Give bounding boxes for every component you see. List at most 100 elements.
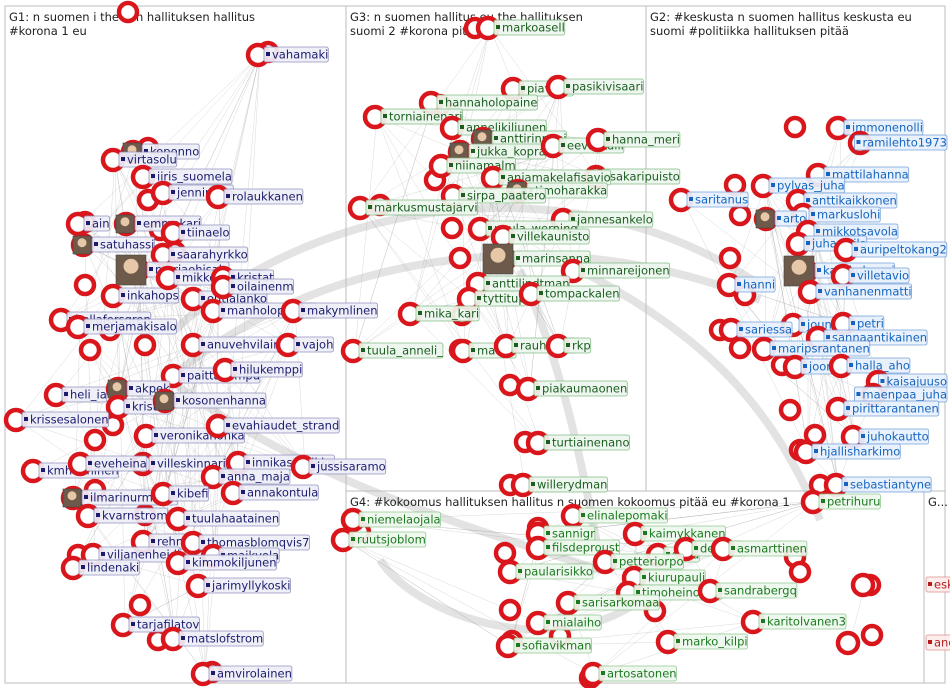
node-tiinaelo[interactable]: tiinaelo <box>160 220 230 246</box>
node-ramilehto1973[interactable]: ramilehto1973 <box>847 130 948 156</box>
node-hanna_meri[interactable]: hanna_meri <box>585 127 681 153</box>
node-willerydman[interactable]: willerydman <box>510 472 608 498</box>
node-hilukemppi[interactable]: hilukemppi <box>212 357 303 383</box>
group-title-g5: G... <box>928 495 948 509</box>
node-tuulahaatainen[interactable]: tuulahaatainen <box>165 506 280 532</box>
node-label: makymlinen <box>307 304 378 318</box>
node-maripsrantanen[interactable]: maripsrantanen <box>751 336 871 362</box>
node-minnareijonen[interactable]: minnareijonen <box>560 258 671 284</box>
node-saritanus[interactable]: saritanus <box>668 187 749 213</box>
node-pirittarantanen[interactable]: pirittarantanen <box>825 396 940 422</box>
node-marker <box>521 86 525 90</box>
node-amvirolainen[interactable]: amvirolainen <box>190 661 293 687</box>
node-elinalepomaki[interactable]: elinalepomaki <box>560 503 668 529</box>
node-anuvehvilainen[interactable]: anuvehvilainen <box>180 332 296 358</box>
node-tyttitup[interactable]: tyttitup <box>456 286 527 312</box>
node-villekaunisto[interactable]: villekaunisto <box>490 224 590 250</box>
node-marker <box>181 230 185 234</box>
node-kibefi[interactable]: kibefi <box>150 481 209 507</box>
node-auripeltokang2[interactable]: auripeltokang2 <box>833 237 948 263</box>
node-karitolvanen3[interactable]: karitolvanen3 <box>740 609 847 635</box>
node-tuula_anneli_[interactable]: tuula_anneli_ <box>340 338 444 364</box>
node-mialaiho[interactable]: mialaiho <box>525 610 602 636</box>
node-hjallisharkimo[interactable]: hjallisharkimo <box>793 439 901 465</box>
node-akpek[interactable]: akpek <box>105 376 171 402</box>
node-pylvas_juha[interactable]: pylvas_juha <box>750 173 846 199</box>
node-vanhanenmatti[interactable]: vanhanenmatti <box>797 279 912 305</box>
node-label-box <box>493 19 566 36</box>
node-lindenaki[interactable]: lindenaki <box>60 555 140 581</box>
node-anttirinnepj[interactable]: anttirinnepj <box>470 126 568 152</box>
node-halla_aho[interactable]: halla_aho <box>828 353 911 379</box>
node-petteriorpo[interactable]: petteriorpo <box>592 549 684 575</box>
node-eskokivira[interactable]: eskokivira <box>850 572 950 598</box>
node-rolaukkanen[interactable]: rolaukkanen <box>205 184 304 210</box>
node-mika_kari[interactable]: mika_kari <box>397 301 480 327</box>
node-immonenolli[interactable]: immonenolli <box>825 115 924 141</box>
node-heli_ia[interactable]: heli_ia <box>43 382 108 408</box>
node-arto[interactable]: arto <box>753 206 807 232</box>
node-ain[interactable]: ain <box>65 211 110 237</box>
node-jarimyllykoski[interactable]: jarimyllykoski <box>185 573 291 599</box>
node-markusmustajarvi[interactable]: markusmustajarvi <box>347 195 478 221</box>
node-villetavio[interactable]: villetavio <box>830 263 910 289</box>
node-piakaumaonen[interactable]: piakaumaonen <box>515 376 628 402</box>
node-kosonenhanna[interactable]: kosonenhanna <box>152 388 267 414</box>
node-eveheina[interactable]: eveheina <box>67 451 148 477</box>
node-kvarnstrom[interactable]: kvarnstrom <box>75 503 168 529</box>
node-merjamakisalo[interactable]: merjamakisalo <box>65 314 178 340</box>
node-kaimykkanen[interactable]: kaimykkanen <box>622 521 726 547</box>
node-krissesalonen[interactable]: krissesalonen <box>3 407 109 433</box>
node-marker <box>296 342 300 346</box>
node-markoasell[interactable]: markoasell <box>475 15 566 41</box>
node-virtasolu[interactable]: virtasolu <box>100 147 178 173</box>
node-sofiavikman[interactable]: sofiavikman <box>495 633 592 659</box>
node-anna_maja[interactable]: anna_maja <box>200 464 291 490</box>
node-petri[interactable]: petri <box>830 311 885 337</box>
node-marker <box>501 175 505 179</box>
node-sandrabergq[interactable]: sandrabergq <box>697 578 798 604</box>
node-annakontula[interactable]: annakontula <box>220 480 319 506</box>
node-sebastiantyne[interactable]: sebastiantyne <box>823 472 932 498</box>
node-tompackalen[interactable]: tompackalen <box>518 281 620 307</box>
node-paularisikko[interactable]: paularisikko <box>497 559 594 585</box>
node-ruutsjoblom[interactable]: ruutsjoblom <box>330 527 427 553</box>
node-hanni[interactable]: hanni <box>716 272 776 298</box>
node-pasikivisaari[interactable]: pasikivisaari <box>545 74 644 100</box>
node-sariessa[interactable]: sariessa <box>718 317 793 343</box>
node-anjamakelafisavio[interactable]: anjamakelafisavio <box>480 165 612 191</box>
node-iiris_suomela[interactable]: iiris_suomela <box>130 164 233 190</box>
node-niemelaojala[interactable]: niemelaojala <box>340 507 442 533</box>
node-jussisaramo[interactable]: jussisaramo <box>290 454 387 480</box>
node-inkahops[interactable]: inkahops <box>100 283 180 309</box>
node-ring <box>835 630 861 656</box>
node-torniainenari[interactable]: torniainenari <box>362 104 463 130</box>
node-jukka_kopra[interactable]: jukka_kopra <box>447 139 547 165</box>
node-label: sakaripuisto <box>610 170 680 184</box>
node-thomasblomqvis7[interactable]: thomasblomqvis7 <box>180 530 310 556</box>
node-vajoh[interactable]: vajoh <box>275 332 334 358</box>
node-marker <box>739 327 743 331</box>
node-turtiainenano[interactable]: turtiainenano <box>525 430 630 456</box>
node-asmarttinen[interactable]: asmarttinen <box>710 536 808 562</box>
node-sannigr[interactable]: sannigr <box>525 521 596 547</box>
node-vahamaki[interactable]: vahamaki <box>245 42 329 68</box>
node-petrihuru[interactable]: petrihuru <box>800 489 881 515</box>
node-tarjafilatov[interactable]: tarjafilatov <box>110 612 200 638</box>
node-kimmokiljunen[interactable]: kimmokiljunen <box>165 550 277 576</box>
node-matslofstrom[interactable]: matslofstrom <box>160 626 264 652</box>
node-sarisarkomaa[interactable]: sarisarkomaa <box>555 590 660 616</box>
node-andersnorrback[interactable]: andersnorrback <box>835 630 950 656</box>
node-rkp[interactable]: rkp <box>545 333 592 359</box>
node-kiurupauli[interactable]: kiurupauli <box>621 565 706 591</box>
node-evahiaudet_strand[interactable]: evahiaudet_strand <box>205 413 340 439</box>
node-makymlinen[interactable]: makymlinen <box>280 298 378 324</box>
node-label-box <box>223 417 340 434</box>
node-markuslohi[interactable]: markuslohi <box>790 202 881 228</box>
node-artosatonen[interactable]: artosatonen <box>580 661 677 687</box>
node-marko_kilpi[interactable]: marko_kilpi <box>655 629 748 655</box>
node-marker <box>201 540 205 544</box>
node-hannaholopaine[interactable]: hannaholopaine <box>418 90 538 116</box>
node-oilainenm[interactable]: oilainenm <box>210 274 294 300</box>
node-satuhassi[interactable]: satuhassi <box>70 232 155 258</box>
